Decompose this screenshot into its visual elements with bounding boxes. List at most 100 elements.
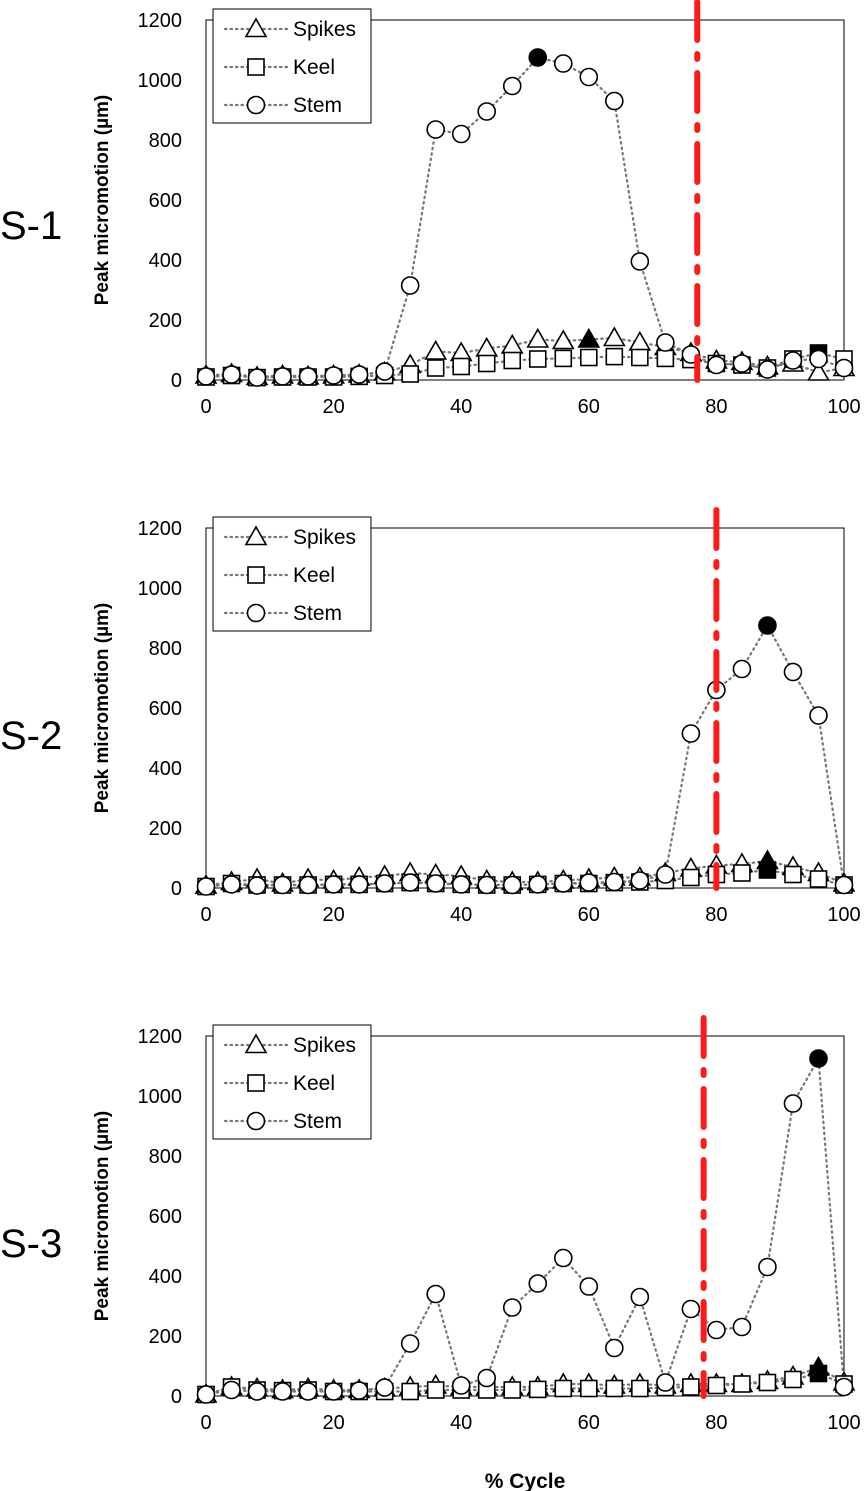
data-point [426, 1381, 445, 1399]
chart-panel-1: 0 200 400 600 800 1000 1200 0 20 40 60 80 100 Peak mi… [0, 0, 861, 418]
data-point [630, 252, 650, 271]
data-point [477, 102, 497, 121]
data-point [349, 365, 369, 384]
data-point [222, 875, 241, 894]
data-point [196, 367, 216, 386]
panel-label: S-2 [0, 714, 62, 758]
data-point [681, 724, 701, 743]
data-point [834, 875, 854, 895]
data-point [579, 873, 599, 892]
data-point [324, 875, 343, 894]
data-point [579, 1277, 599, 1296]
y-tick-label: 600 [149, 698, 182, 720]
data-point [682, 868, 700, 887]
data-point [733, 864, 751, 882]
data-point [349, 875, 369, 894]
data-point [809, 349, 828, 369]
legend-entry: Keel [293, 1072, 335, 1095]
x-tick-label: 40 [450, 396, 472, 418]
legend-marker-spikes [244, 525, 268, 546]
y-tick-label: 1000 [138, 70, 183, 92]
data-point [401, 365, 419, 383]
data-point [707, 355, 726, 375]
data-point [349, 1381, 369, 1400]
legend-entry: Spikes [293, 1034, 356, 1057]
y-axis-label: Peak micromotion (µm) [92, 1111, 113, 1321]
x-tick-label: 0 [200, 1412, 211, 1434]
data-point [375, 362, 394, 381]
data-point [553, 874, 573, 893]
data-point [298, 1382, 318, 1401]
data-point [298, 875, 318, 895]
data-point [426, 120, 445, 139]
y-tick-label: 400 [149, 1266, 182, 1288]
data-point [273, 1382, 292, 1401]
data-point [400, 276, 420, 295]
plot-frame [205, 527, 845, 889]
data-point [451, 124, 471, 144]
data-point [554, 1379, 573, 1398]
data-point [783, 1094, 803, 1113]
data-point [834, 1377, 854, 1397]
legend: Spikes Keel Stem [212, 8, 372, 124]
y-tick-label: 1200 [138, 10, 183, 32]
x-tick-label: 20 [322, 396, 344, 418]
data-point [733, 1375, 751, 1393]
data-point [656, 349, 675, 368]
x-tick-label: 20 [322, 1412, 344, 1434]
data-point [579, 1379, 598, 1398]
data-point [503, 1381, 522, 1399]
data-point [809, 1364, 828, 1383]
x-tick-label: 0 [200, 904, 211, 926]
y-tick-label: 0 [171, 370, 182, 392]
data-point [400, 873, 420, 892]
data-point [809, 1049, 828, 1068]
y-tick-label: 400 [149, 250, 182, 272]
data-point [605, 91, 624, 111]
legend-box [212, 8, 372, 124]
data-point [758, 1373, 777, 1392]
data-point [783, 351, 803, 370]
y-tick-label: 1000 [138, 578, 183, 600]
data-point [451, 1376, 471, 1395]
data-point [477, 1368, 497, 1388]
data-point [554, 349, 573, 368]
data-point [526, 327, 550, 348]
legend-marker-keel [247, 58, 265, 76]
data-point [681, 1299, 701, 1319]
x-tick-label: 60 [578, 396, 600, 418]
series-markers-keel [197, 861, 853, 896]
data-point [528, 875, 548, 894]
y-tick-label: 200 [149, 1326, 182, 1348]
x-tick-label: 60 [578, 904, 600, 926]
legend-entry: Spikes [293, 526, 356, 549]
x-tick-label: 60 [578, 1412, 600, 1434]
x-tick-label: 40 [450, 904, 472, 926]
data-point [477, 354, 496, 373]
data-point [732, 659, 752, 679]
data-point [502, 76, 522, 96]
y-tick-label: 200 [149, 310, 182, 332]
legend-entry: Stem [293, 1110, 342, 1133]
data-point [401, 1382, 419, 1401]
legend-entry: Stem [293, 94, 342, 117]
data-point [400, 1334, 420, 1353]
y-axis-label: Peak micromotion (µm) [92, 603, 113, 813]
legend-box [212, 516, 372, 632]
data-point [577, 327, 601, 348]
series-markers-stem [196, 616, 854, 896]
data-point [196, 1385, 216, 1404]
data-point [783, 662, 803, 682]
legend-entry: Keel [293, 56, 335, 79]
legend-box [212, 1024, 372, 1140]
y-tick-label: 600 [149, 1206, 182, 1228]
data-point [426, 1284, 445, 1304]
data-point [682, 1378, 700, 1396]
legend-marker-spikes [244, 17, 268, 38]
data-point [528, 1380, 547, 1399]
data-point [375, 874, 394, 893]
data-point [273, 875, 292, 895]
data-point [605, 872, 624, 892]
y-tick-label: 600 [149, 190, 182, 212]
data-point [707, 1320, 726, 1340]
